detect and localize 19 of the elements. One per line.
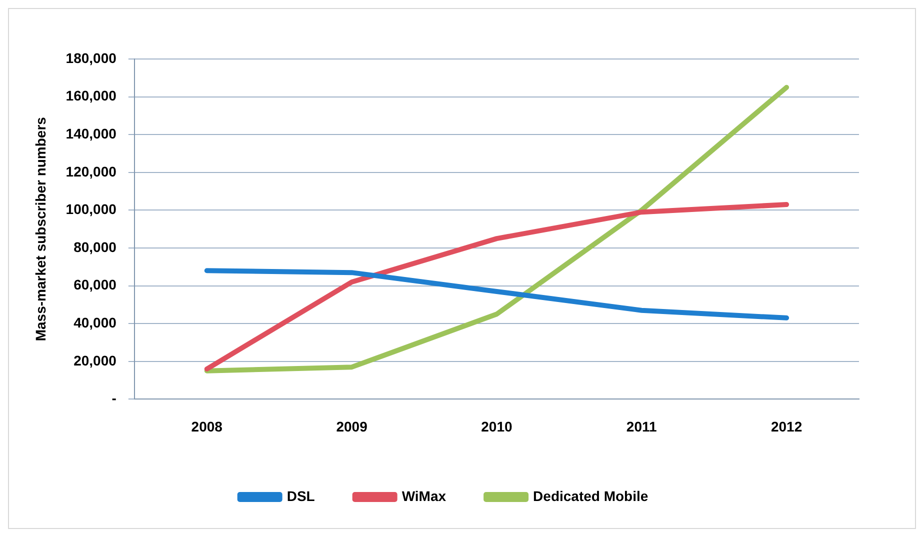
x-tick-label: 2012 [770, 418, 802, 434]
y-tick-label: 40,000 [74, 314, 117, 330]
legend-label: Dedicated Mobile [533, 488, 648, 504]
y-tick-label: 160,000 [66, 88, 117, 104]
x-tick-label: 2010 [481, 418, 512, 434]
y-tick-label: 80,000 [74, 238, 117, 255]
y-tick-label: - [112, 390, 117, 406]
y-tick-label: 100,000 [66, 201, 117, 218]
y-tick-label: 140,000 [66, 125, 117, 142]
y-tick-label: 20,000 [74, 352, 117, 368]
y-tick-label: 120,000 [66, 163, 117, 180]
y-tick-label: 180,000 [66, 50, 117, 66]
x-tick-label: 2011 [626, 418, 658, 434]
legend-label: DSL [286, 488, 316, 504]
x-tick-label: 2009 [336, 418, 368, 434]
y-axis-title: Mass-market subscriber numbers [32, 116, 48, 342]
x-tick-label: 2008 [191, 418, 223, 434]
legend-label: WiMax [402, 488, 446, 504]
y-tick-label: 60,000 [74, 276, 117, 293]
